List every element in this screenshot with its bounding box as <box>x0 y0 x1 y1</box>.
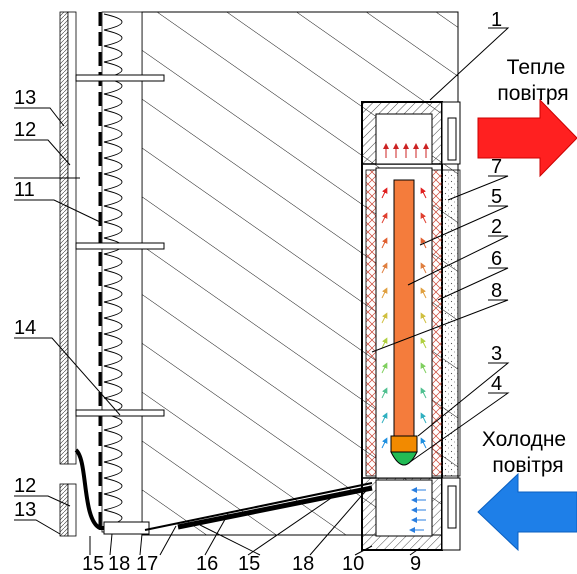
flow-arrow <box>420 262 427 274</box>
flow-arrow <box>381 262 388 274</box>
flow-arrow <box>420 287 427 299</box>
label-10: 10 <box>342 553 364 574</box>
label-2: 2 <box>491 216 502 238</box>
flow-arrow <box>420 437 427 449</box>
cold-air-caption-1: Холодне <box>482 428 566 451</box>
label-11: 11 <box>14 179 35 201</box>
flow-arrow <box>381 287 388 299</box>
label-13-top: 13 <box>14 87 36 109</box>
flow-arrow <box>420 312 427 324</box>
insulation-layer <box>101 11 143 533</box>
heating-element <box>393 179 415 437</box>
label-12-bottom: 12 <box>14 475 36 497</box>
flow-arrow <box>381 212 388 224</box>
flow-arrow <box>381 412 388 424</box>
label-13-bottom: 13 <box>14 499 36 521</box>
flow-arrow <box>381 437 388 449</box>
warm-air-caption-2: повітря <box>497 82 568 105</box>
flow-arrow <box>420 187 427 199</box>
heater-unit <box>361 101 461 551</box>
left-arrow-icon <box>477 472 577 552</box>
flow-arrow <box>420 212 427 224</box>
heating-cable <box>74 448 373 535</box>
cold-air-caption-2: повітря <box>492 454 563 477</box>
flow-arrow <box>420 337 427 349</box>
flow-arrow <box>381 187 388 199</box>
flow-arrow <box>381 387 388 399</box>
right-arrow-icon <box>477 98 577 178</box>
label-15-right: 15 <box>238 553 260 574</box>
heater-base <box>390 435 418 453</box>
label-3: 3 <box>491 343 502 365</box>
warm-air-flow <box>383 143 429 158</box>
label-17: 17 <box>136 553 158 574</box>
facade-cladding <box>59 11 77 537</box>
air-flow-arrows <box>381 187 427 449</box>
label-7: 7 <box>491 156 502 178</box>
label-15-left: 15 <box>82 553 104 574</box>
label-6: 6 <box>491 248 502 270</box>
flow-arrow <box>420 387 427 399</box>
flow-arrow <box>420 237 427 249</box>
label-8: 8 <box>491 280 502 302</box>
label-18-right: 18 <box>292 553 314 574</box>
brackets <box>75 74 165 417</box>
label-9: 9 <box>410 553 421 574</box>
label-16: 16 <box>196 553 218 574</box>
flow-arrow <box>420 362 427 374</box>
flow-arrow <box>420 412 427 424</box>
label-12-top: 12 <box>14 119 36 141</box>
flow-arrow <box>381 312 388 324</box>
label-1: 1 <box>491 9 502 31</box>
warm-air-caption-1: Тепле <box>507 56 566 79</box>
leader-lines <box>14 27 510 556</box>
cold-air-flow <box>409 487 426 533</box>
label-4: 4 <box>491 373 502 395</box>
flow-arrow <box>381 337 388 349</box>
flow-arrow <box>381 237 388 249</box>
flow-arrow <box>381 362 388 374</box>
label-5: 5 <box>491 186 502 208</box>
label-18-left: 18 <box>108 553 130 574</box>
label-14: 14 <box>14 317 36 339</box>
